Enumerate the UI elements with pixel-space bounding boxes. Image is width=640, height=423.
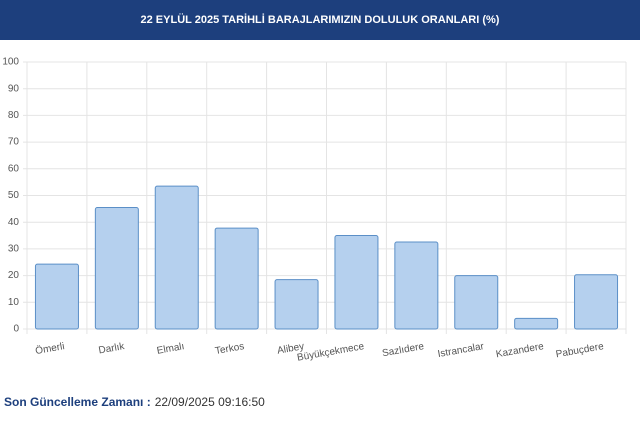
- header-bar: [0, 0, 640, 40]
- bar: [514, 317, 559, 330]
- footer-label: Son Güncelleme Zamanı :: [4, 395, 151, 409]
- y-tick-label: 60: [8, 163, 20, 174]
- x-tick-label: Büyükçekmece: [296, 341, 365, 364]
- y-tick-label: 90: [8, 83, 20, 94]
- bar: [574, 274, 619, 330]
- x-tick-label: Terkos: [214, 341, 245, 357]
- bar: [394, 241, 439, 330]
- bar: [334, 235, 379, 330]
- y-tick-label: 50: [8, 190, 20, 201]
- bar: [94, 207, 139, 330]
- x-tick-label: Alibey: [276, 341, 305, 357]
- y-tick-label: 100: [2, 57, 19, 68]
- x-tick-label: Ömerli: [34, 340, 65, 357]
- y-tick-label: 10: [8, 297, 20, 308]
- y-tick-label: 30: [8, 244, 20, 255]
- x-tick-label: Sazlıdere: [381, 341, 425, 359]
- x-tick-label: Kazandere: [495, 341, 545, 360]
- bar: [454, 275, 499, 330]
- y-tick-label: 0: [13, 324, 19, 335]
- y-tick-label: 70: [8, 137, 20, 148]
- footer-value: 22/09/2025 09:16:50: [155, 395, 265, 409]
- chart-title: 22 EYLÜL 2025 TARİHLİ BARAJLARIMIZIN DOL…: [141, 13, 500, 26]
- y-tick-label: 20: [8, 270, 20, 281]
- x-tick-label: Istrancalar: [437, 341, 486, 360]
- x-tick-label: Darlık: [98, 341, 127, 357]
- bar: [154, 185, 199, 330]
- bar: [274, 279, 319, 330]
- bar: [214, 227, 259, 330]
- bar: [34, 263, 79, 330]
- x-tick-label: Elmalı: [156, 341, 185, 357]
- footer: Son Güncelleme Zamanı : 22/09/2025 09:16:…: [4, 395, 265, 409]
- x-tick-label: Pabuçdere: [555, 341, 605, 360]
- y-tick-label: 80: [8, 110, 20, 121]
- y-tick-label: 40: [8, 217, 20, 228]
